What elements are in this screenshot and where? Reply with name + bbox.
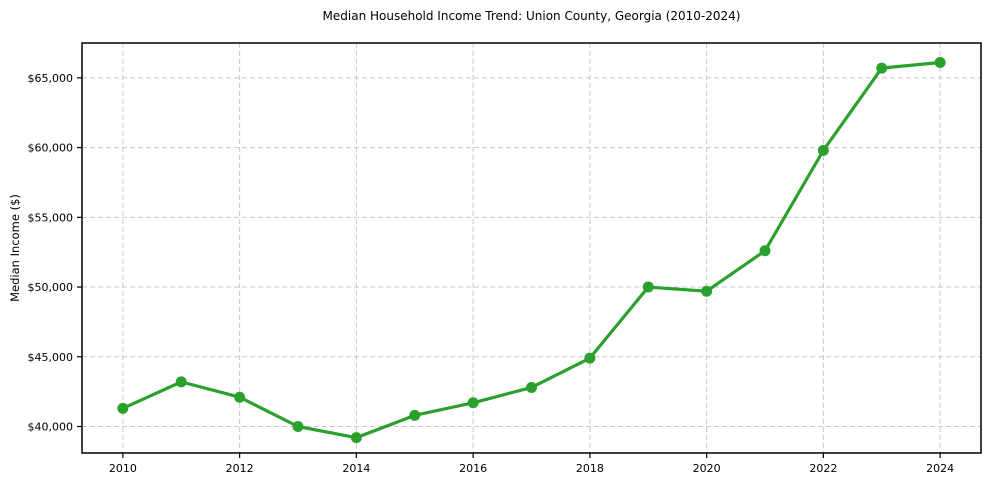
x-tick-label: 2010 (109, 462, 137, 475)
data-point-2022 (817, 144, 829, 156)
plot-border (81, 42, 982, 454)
data-point-2024 (934, 57, 946, 69)
data-point-2018 (584, 352, 596, 364)
y-tick-label: $60,000 (28, 142, 74, 155)
x-tick-label: 2024 (926, 462, 954, 475)
x-tick-label: 2016 (459, 462, 487, 475)
x-tick-label: 2020 (693, 462, 721, 475)
x-tick-label: 2018 (576, 462, 604, 475)
data-point-2013 (292, 421, 304, 433)
data-point-2023 (876, 62, 888, 74)
data-point-2014 (350, 432, 362, 444)
data-point-2019 (642, 281, 654, 293)
trend-line (121, 60, 942, 440)
y-tick-label: $65,000 (28, 72, 74, 85)
y-tick-label: $55,000 (28, 211, 74, 224)
data-point-2016 (467, 397, 479, 409)
x-tick-label: 2014 (342, 462, 370, 475)
y-tick-label: $40,000 (28, 421, 74, 434)
y-tick-label: $45,000 (28, 351, 74, 364)
y-tick-label: $50,000 (28, 281, 74, 294)
data-point-2021 (759, 245, 771, 257)
data-point-2011 (175, 376, 187, 388)
data-point-2020 (701, 285, 713, 297)
x-tick-label: 2022 (809, 462, 837, 475)
y-axis-label: Median Income ($) (8, 194, 22, 302)
chart-title: Median Household Income Trend: Union Cou… (322, 9, 741, 23)
x-tick-label: 2012 (226, 462, 254, 475)
data-point-2015 (409, 409, 421, 421)
data-point-2010 (117, 402, 129, 414)
data-point-2017 (526, 381, 537, 393)
data-point-2012 (234, 391, 246, 403)
